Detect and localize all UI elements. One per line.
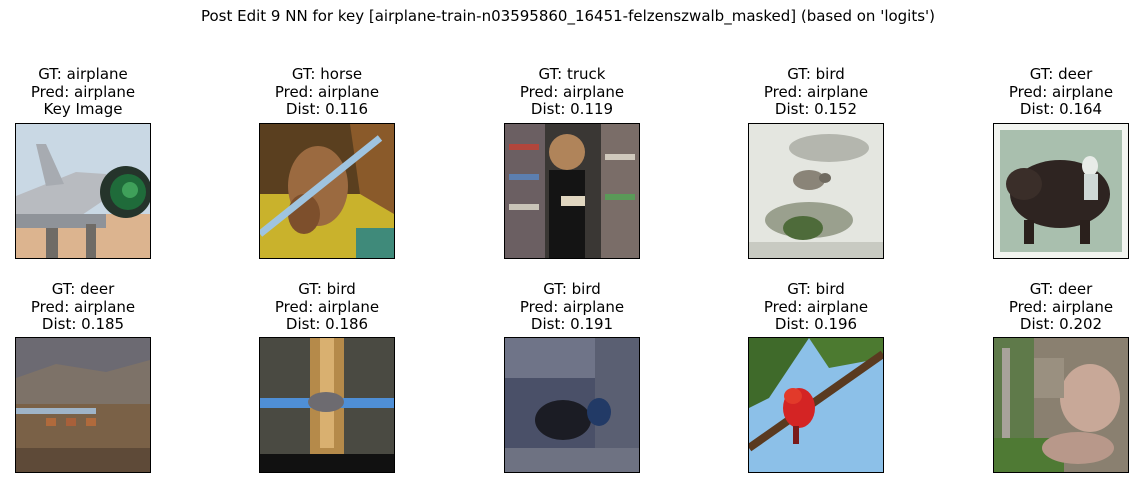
dark-bird-icon	[504, 337, 640, 473]
pred-label: Pred: airplane	[519, 82, 625, 101]
airplane-jet-icon	[15, 123, 151, 259]
dist-label: Dist: 0.164	[1019, 100, 1103, 118]
panel-caption: GT: deer Pred: airplane Dist: 0.202	[953, 280, 1136, 334]
field-landscape-icon	[15, 337, 151, 473]
gt-label: GT: bird	[298, 280, 356, 298]
horse-icon	[259, 123, 395, 259]
dist-label: Dist: 0.152	[774, 100, 858, 118]
panel-caption: GT: truck Pred: airplane Dist: 0.119	[464, 65, 680, 119]
pred-label: Pred: airplane	[274, 82, 380, 101]
gt-label: GT: truck	[538, 65, 606, 83]
blurred-bird-icon	[259, 337, 395, 473]
panel-caption: GT: bird Pred: airplane Dist: 0.152	[708, 65, 924, 119]
dist-label: Dist: 0.191	[530, 315, 614, 333]
dist-label: Dist: 0.116	[285, 100, 369, 118]
panel-caption: GT: bird Pred: airplane Dist: 0.196	[708, 280, 924, 334]
panel-caption: GT: bird Pred: airplane Dist: 0.191	[464, 280, 680, 334]
pred-label: Pred: airplane	[763, 82, 869, 101]
deer-grass-icon	[993, 337, 1129, 473]
pred-label: Pred: airplane	[30, 82, 136, 101]
child-bookshelf-icon	[504, 123, 640, 259]
pred-label: Pred: airplane	[1008, 297, 1114, 316]
pred-label: Pred: airplane	[519, 297, 625, 316]
dark-animal-icon	[993, 123, 1129, 259]
dist-label: Dist: 0.202	[1019, 315, 1103, 333]
gt-label: GT: airplane	[38, 65, 128, 83]
gt-label: GT: deer	[51, 280, 115, 298]
dist-label: Dist: 0.186	[285, 315, 369, 333]
gt-label: GT: deer	[1029, 280, 1093, 298]
panel-caption: GT: horse Pred: airplane Dist: 0.116	[219, 65, 435, 119]
dist-label: Dist: 0.119	[530, 100, 614, 118]
gt-label: GT: bird	[543, 280, 601, 298]
dist-label: Dist: 0.196	[774, 315, 858, 333]
panel-caption: GT: deer Pred: airplane Dist: 0.185	[0, 280, 191, 334]
panel-caption: GT: deer Pred: airplane Dist: 0.164	[953, 65, 1136, 119]
pred-label: Pred: airplane	[30, 297, 136, 316]
gt-label: GT: bird	[787, 65, 845, 83]
pred-label: Pred: airplane	[1008, 82, 1114, 101]
pred-label: Pred: airplane	[763, 297, 869, 316]
gt-label: GT: bird	[787, 280, 845, 298]
gt-label: GT: deer	[1029, 65, 1093, 83]
dist-label: Dist: 0.185	[41, 315, 125, 333]
red-bird-icon	[748, 337, 884, 473]
gt-label: GT: horse	[291, 65, 363, 83]
panel-caption: GT: bird Pred: airplane Dist: 0.186	[219, 280, 435, 334]
panel-caption: GT: airplane Pred: airplane Key Image	[0, 65, 191, 119]
figure-title: Post Edit 9 NN for key [airplane-train-n…	[200, 7, 936, 25]
bird-branch-icon	[748, 123, 884, 259]
key-image-label: Key Image	[43, 100, 123, 118]
pred-label: Pred: airplane	[274, 297, 380, 316]
